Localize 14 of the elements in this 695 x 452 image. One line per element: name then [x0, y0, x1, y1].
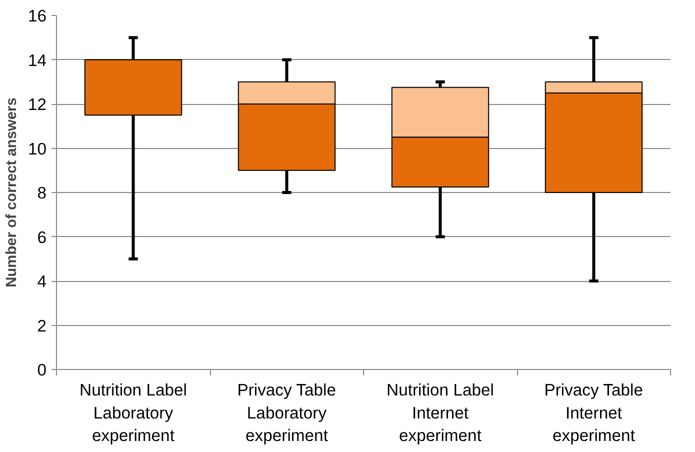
y-tick-label: 12 — [28, 95, 47, 114]
y-tick-label: 4 — [37, 272, 46, 291]
x-tick-label: Nutrition Label Internet experiment — [386, 380, 494, 446]
x-tick-label: Nutrition Label Laboratory experiment — [80, 380, 187, 446]
y-tick-label: 10 — [28, 139, 47, 158]
y-tick-label: 0 — [37, 360, 46, 380]
y-tick-label: 8 — [37, 184, 46, 202]
x-tick-label: Privacy Table Laboratory experiment — [237, 380, 336, 446]
y-tick-label: 16 — [28, 6, 47, 26]
y-tick-label: 6 — [37, 228, 46, 247]
y-tick-label: 14 — [28, 50, 47, 70]
x-tick-label: Privacy Table Internet experiment — [544, 380, 643, 446]
y-tick-label: 2 — [37, 316, 46, 336]
y-axis-title: Number of correct answers — [4, 98, 20, 288]
